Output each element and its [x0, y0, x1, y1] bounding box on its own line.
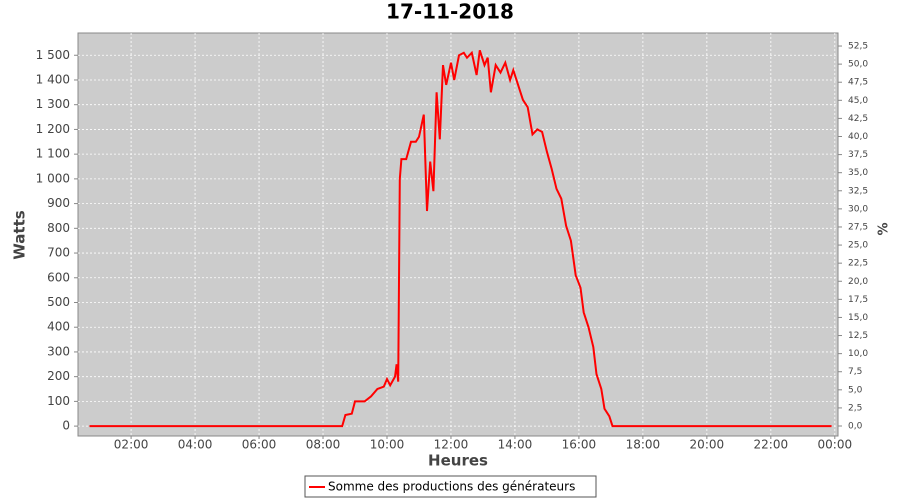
x-axis-title: Heures: [428, 452, 488, 470]
y-tick-label: 200: [47, 369, 70, 383]
x-tick-label: 16:00: [562, 438, 597, 452]
y-tick-label: 900: [47, 196, 70, 210]
legend: [304, 475, 597, 498]
x-tick-label: 04:00: [178, 438, 213, 452]
y-tick-label: 1 400: [36, 72, 70, 86]
y2-tick-label: 0,0: [848, 422, 863, 432]
y2-tick-label: 25,0: [848, 241, 868, 251]
y-tick-label: 1 100: [36, 147, 70, 161]
legend-label: Somme des productions des générateurs: [328, 480, 575, 494]
series-line: [89, 49, 832, 428]
x-tick-label: 20:00: [690, 438, 725, 452]
y2-tick-label: 37,5: [848, 150, 868, 160]
y2-tick-label: 10,0: [848, 349, 868, 359]
y2-tick-label: 7,5: [848, 367, 862, 377]
y2-tick-label: 35,0: [848, 168, 868, 178]
y-tick-label: 1 000: [36, 171, 70, 185]
y2-tick-label: 20,0: [848, 277, 868, 287]
y-tick-label: 1 300: [36, 97, 70, 111]
y-tick-label: 700: [47, 246, 70, 260]
y-axis-title: Watts: [11, 210, 29, 259]
y-tick-label: 1 200: [36, 122, 70, 136]
y2-tick-label: 17,5: [848, 295, 868, 305]
y2-tick-label: 2,5: [848, 403, 862, 413]
y-tick-label: 1 500: [36, 48, 70, 62]
x-tick-label: 00:00: [818, 438, 853, 452]
x-tick-label: 12:00: [434, 438, 469, 452]
y2-tick-label: 52,5: [848, 42, 868, 52]
y2-tick-label: 5,0: [848, 385, 863, 395]
plot-area: [77, 32, 839, 437]
y2-tick-label: 22,5: [848, 259, 868, 269]
y2-tick-label: 42,5: [848, 114, 868, 124]
y2-tick-label: 27,5: [848, 222, 868, 232]
y-tick-label: 400: [47, 320, 70, 334]
x-tick-label: 10:00: [370, 438, 405, 452]
y2-tick-label: 47,5: [848, 78, 868, 88]
y-tick-label: 300: [47, 344, 70, 358]
y-tick-label: 100: [47, 394, 70, 408]
x-tick-label: 14:00: [498, 438, 533, 452]
y2-tick-label: 50,0: [848, 60, 868, 70]
y-tick-label: 600: [47, 270, 70, 284]
y2-tick-label: 30,0: [848, 204, 868, 214]
y2-axis-title: %: [877, 222, 892, 235]
y2-tick-label: 15,0: [848, 313, 868, 323]
y-tick-label: 500: [47, 295, 70, 309]
x-tick-label: 08:00: [306, 438, 341, 452]
x-tick-label: 06:00: [242, 438, 277, 452]
y2-tick-label: 40,0: [848, 132, 868, 142]
chart-title: 17-11-2018: [386, 0, 514, 24]
x-tick-label: 02:00: [114, 438, 149, 452]
y2-tick-label: 45,0: [848, 96, 868, 106]
y-tick-label: 0: [62, 419, 70, 433]
x-tick-label: 18:00: [626, 438, 661, 452]
x-tick-label: 22:00: [754, 438, 789, 452]
y-tick-label: 800: [47, 221, 70, 235]
y2-tick-label: 32,5: [848, 186, 868, 196]
y2-tick-label: 12,5: [848, 331, 868, 341]
